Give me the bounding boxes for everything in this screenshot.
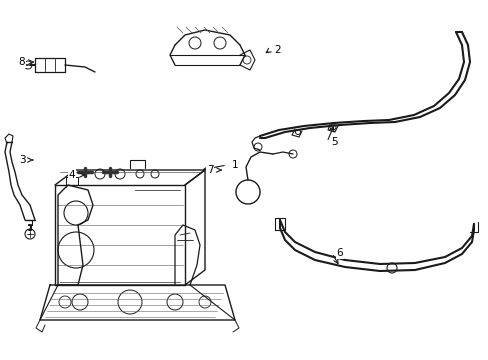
Text: 7: 7 — [206, 165, 213, 175]
Text: 8: 8 — [19, 57, 25, 67]
Text: 4: 4 — [68, 170, 75, 180]
Text: 3: 3 — [19, 155, 25, 165]
Text: 6: 6 — [336, 248, 343, 258]
Text: 5: 5 — [331, 137, 338, 147]
Text: 2: 2 — [274, 45, 281, 55]
Text: 1: 1 — [231, 160, 238, 170]
